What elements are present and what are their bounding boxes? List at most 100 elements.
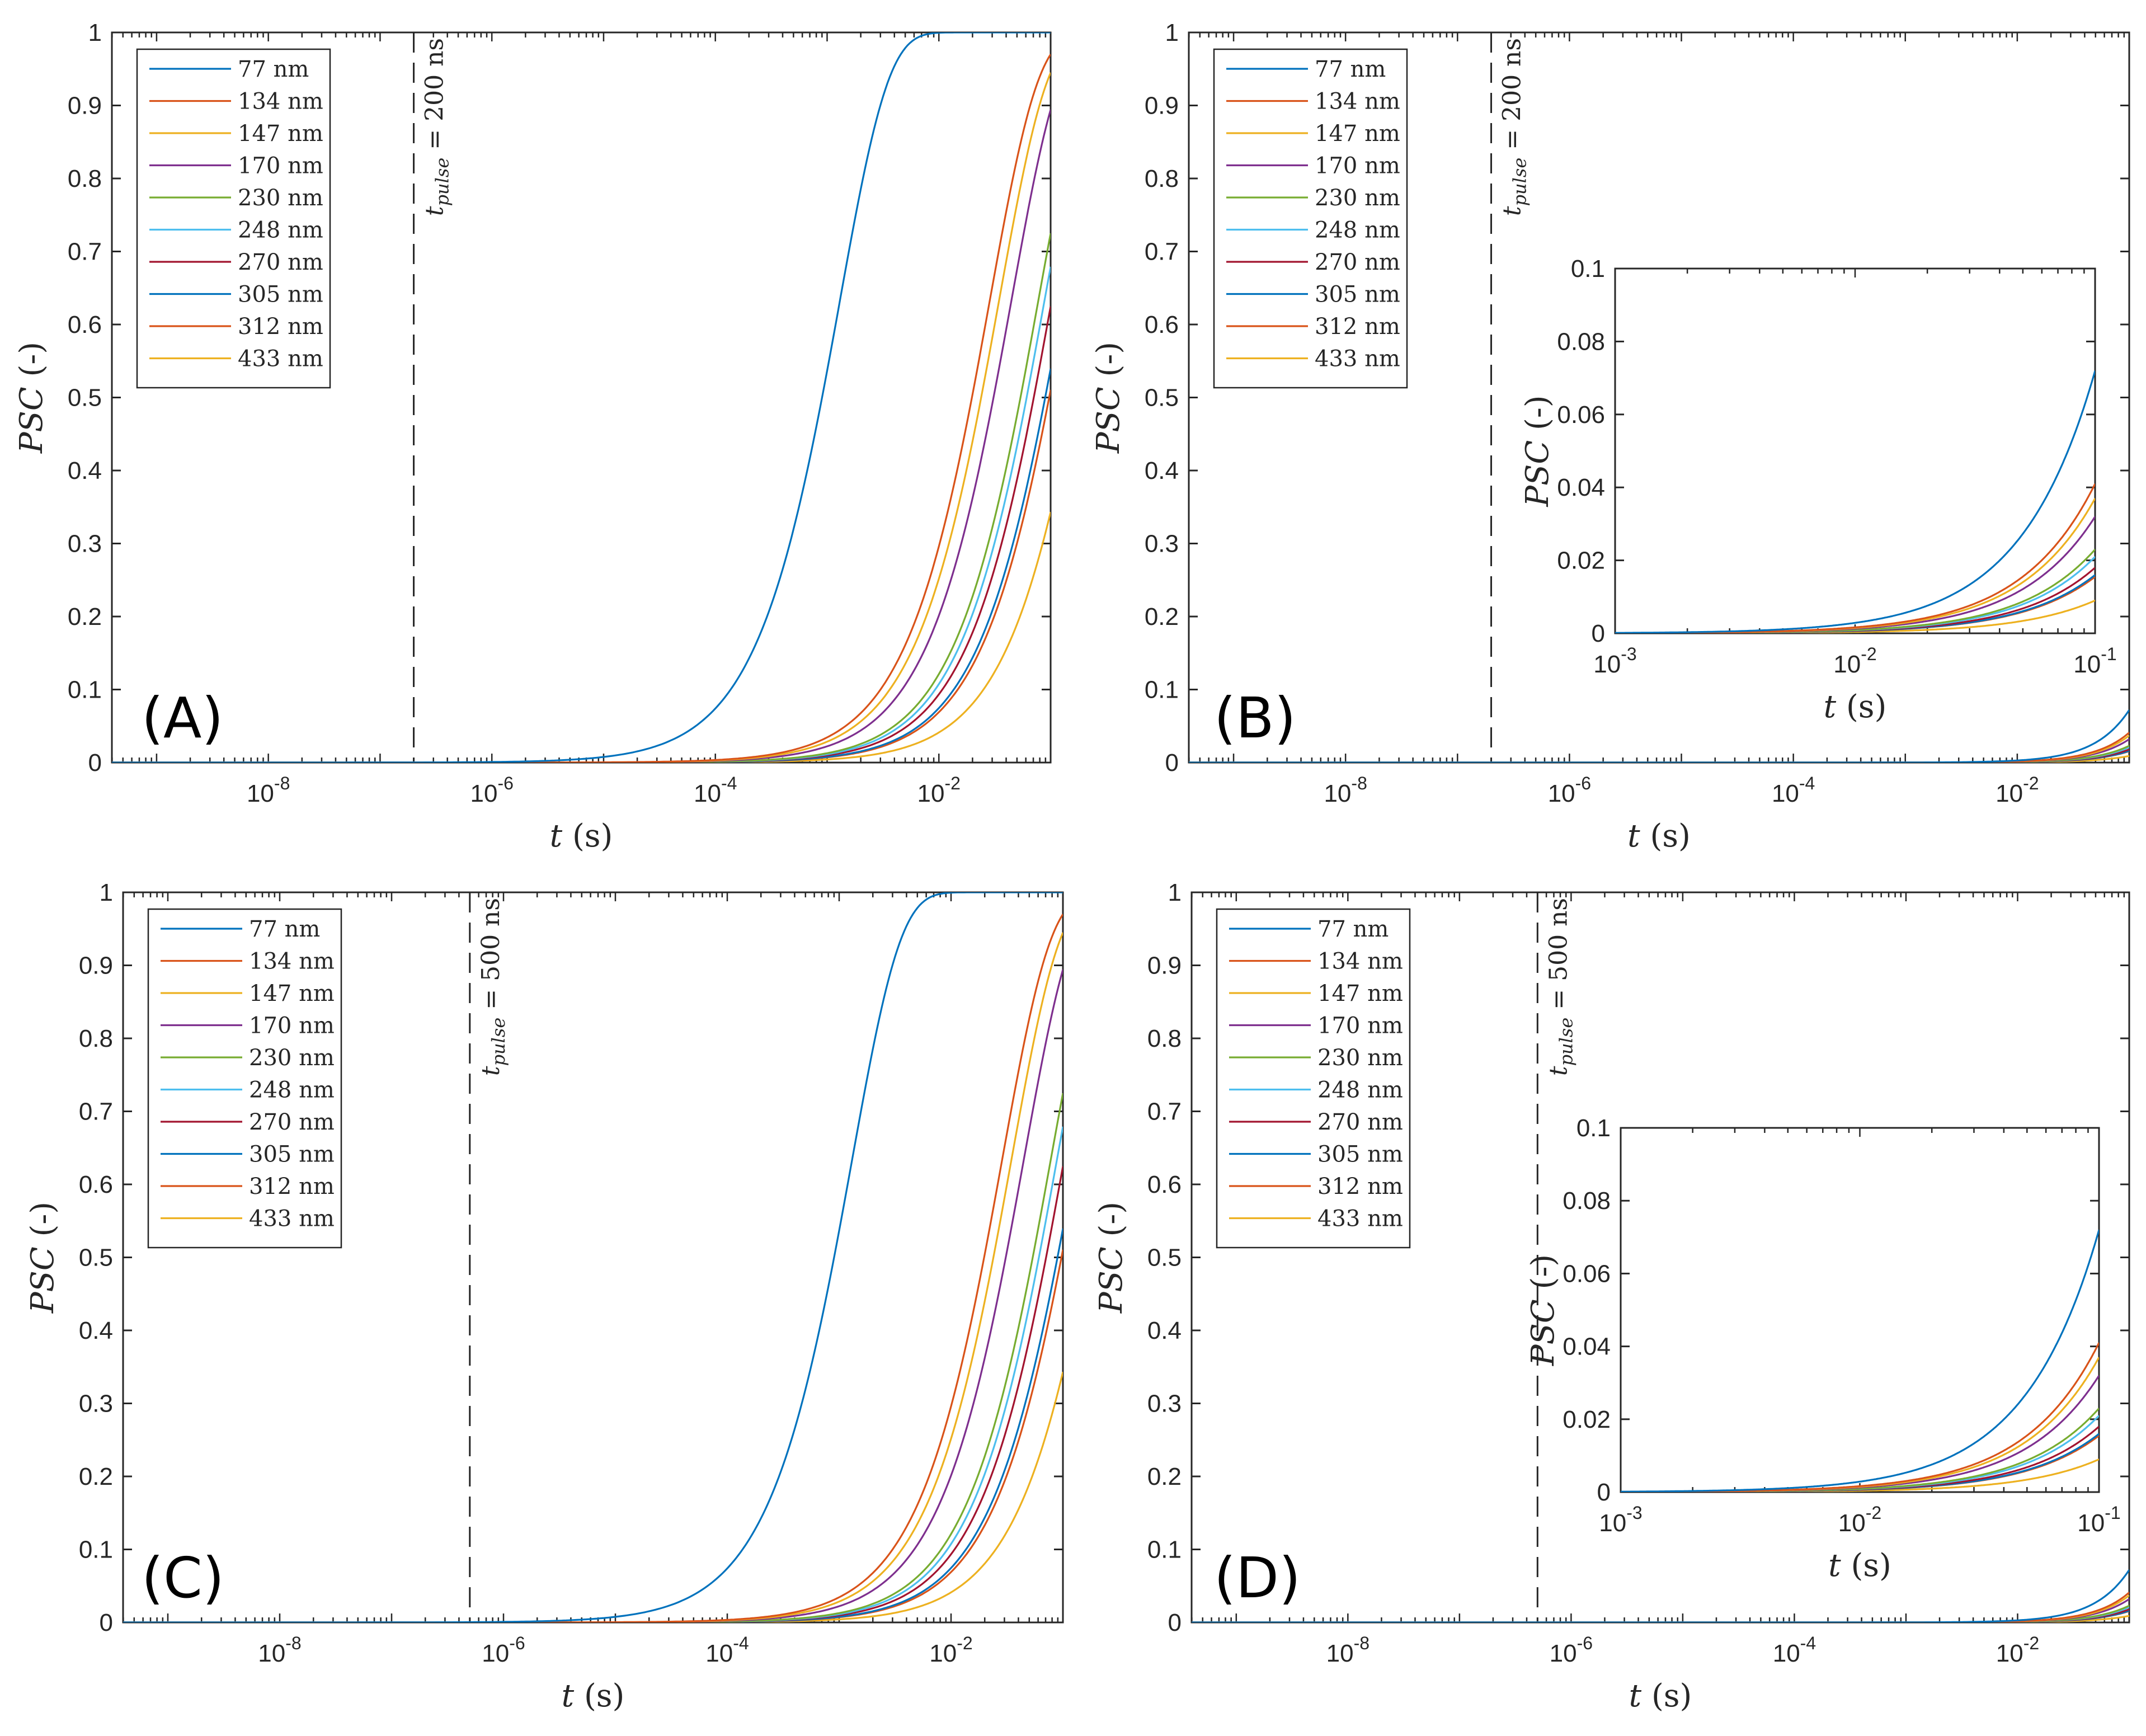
series-group bbox=[112, 32, 1051, 763]
y-tick-label: 0.3 bbox=[1145, 530, 1179, 558]
y-tick-label: 0.4 bbox=[1145, 457, 1179, 484]
legend-label: 230 nm bbox=[1317, 1045, 1403, 1071]
y-tick-label: 0.5 bbox=[1147, 1244, 1182, 1272]
y-tick-label: 0.6 bbox=[68, 311, 102, 338]
y-tick-label: 0.7 bbox=[79, 1098, 113, 1126]
legend-label: 134 nm bbox=[1317, 949, 1403, 975]
y-tick-label: 0.2 bbox=[79, 1463, 113, 1490]
inset-y-tick-label: 0.1 bbox=[1571, 255, 1605, 283]
series-line-77-nm bbox=[112, 32, 1051, 763]
y-tick-label: 0.3 bbox=[79, 1390, 113, 1418]
x-tick-label: 10-6 bbox=[470, 773, 513, 807]
series-line-134-nm bbox=[112, 54, 1051, 763]
legend-label: 270 nm bbox=[1317, 1109, 1403, 1135]
y-tick-label: 0.1 bbox=[1147, 1536, 1182, 1564]
legend-box bbox=[147, 908, 342, 1249]
y-tick-label: 0 bbox=[1165, 749, 1179, 777]
legend-label: 134 nm bbox=[1315, 89, 1400, 115]
legend-box bbox=[1216, 908, 1411, 1249]
x-tick-label: 10-2 bbox=[917, 773, 961, 807]
legend-label: 77 nm bbox=[1315, 57, 1386, 82]
inset-y-tick-label: 0.08 bbox=[1563, 1187, 1611, 1215]
inset-x-tick-label: 10-1 bbox=[2077, 1503, 2120, 1537]
inset-x-tick-label: 10-2 bbox=[1833, 644, 1876, 678]
series-line-134-nm bbox=[123, 914, 1063, 1622]
series-line-433-nm bbox=[112, 511, 1051, 763]
series-line-77-nm bbox=[123, 892, 1063, 1622]
inset-y-tick-label: 0.04 bbox=[1557, 474, 1605, 501]
series-group bbox=[1192, 1569, 2129, 1622]
inset-chart: 0 0.02 0.04 0.06 0.08 0.1 10-3 10-2 10-1 t (s) PSC… bbox=[1519, 255, 2117, 725]
inset-series-line-77-nm bbox=[1621, 1229, 2099, 1492]
legend-label: 248 nm bbox=[1317, 1078, 1403, 1103]
x-tick-label: 10-8 bbox=[1326, 1633, 1370, 1667]
legend-label: 305 nm bbox=[238, 282, 323, 308]
legend-label: 77 nm bbox=[1317, 916, 1389, 942]
x-tick-label: 10-2 bbox=[1996, 1633, 2039, 1667]
legend-label: 134 nm bbox=[249, 949, 335, 975]
inset-x-tick-label: 10-2 bbox=[1838, 1503, 1881, 1537]
legend-label: 433 nm bbox=[238, 346, 323, 372]
x-tick-label: 10-4 bbox=[1773, 1633, 1816, 1667]
series-group bbox=[1189, 709, 2129, 763]
legend-label: 248 nm bbox=[238, 218, 323, 243]
legend-label: 270 nm bbox=[1315, 250, 1400, 275]
inset-x-axis-label: t (s) bbox=[1828, 1547, 1891, 1584]
y-tick-label: 1 bbox=[1165, 19, 1179, 46]
y-tick-label: 0.7 bbox=[1147, 1098, 1182, 1126]
inset-y-tick-label: 0.06 bbox=[1557, 401, 1605, 429]
y-tick-label: 0.2 bbox=[1147, 1463, 1182, 1490]
y-tick-label: 0.7 bbox=[68, 238, 102, 266]
series-group bbox=[123, 892, 1063, 1622]
legend-box bbox=[136, 48, 331, 389]
series-line-77-nm bbox=[1192, 1569, 2129, 1622]
inset-y-tick-label: 0 bbox=[1592, 620, 1605, 647]
inset-series-group bbox=[1615, 370, 2095, 633]
y-tick-label: 0.9 bbox=[79, 952, 113, 980]
pulse-label: tpulse = 200 ns bbox=[421, 38, 453, 216]
legend-label: 305 nm bbox=[1317, 1142, 1403, 1168]
legend-label: 77 nm bbox=[238, 57, 309, 82]
y-axis-label: PSC (-) bbox=[1093, 1202, 1130, 1314]
y-tick-label: 0.6 bbox=[79, 1171, 113, 1198]
y-tick-label: 0.4 bbox=[79, 1317, 113, 1344]
y-tick-label: 0.2 bbox=[1145, 603, 1179, 631]
series-line-433-nm bbox=[123, 1371, 1063, 1622]
legend-label: 248 nm bbox=[249, 1078, 335, 1103]
x-tick-label: 10-8 bbox=[258, 1633, 301, 1667]
legend-label: 147 nm bbox=[1315, 121, 1400, 147]
y-tick-label: 0.5 bbox=[1145, 384, 1179, 412]
y-tick-label: 0.6 bbox=[1145, 311, 1179, 338]
legend-label: 170 nm bbox=[1315, 153, 1400, 179]
x-axis-label: t (s) bbox=[1627, 818, 1691, 854]
x-tick-label: 10-6 bbox=[482, 1633, 525, 1667]
inset-y-tick-label: 0.02 bbox=[1563, 1406, 1611, 1433]
pulse-label: tpulse = 200 ns bbox=[1498, 38, 1531, 216]
legend-label: 77 nm bbox=[249, 916, 320, 942]
y-axis-label: PSC (-) bbox=[13, 342, 50, 454]
inset-series-group bbox=[1621, 1229, 2099, 1492]
inset-y-axis-label: PSC (-) bbox=[1519, 395, 1556, 507]
inset-plot-frame bbox=[1614, 267, 2096, 634]
y-axis-label: PSC (-) bbox=[1090, 342, 1127, 454]
y-tick-label: 0.6 bbox=[1147, 1171, 1182, 1198]
y-tick-label: 0.2 bbox=[68, 603, 102, 631]
legend-label: 312 nm bbox=[238, 314, 323, 340]
legend-label: 433 nm bbox=[1317, 1206, 1403, 1232]
y-tick-label: 0.5 bbox=[68, 384, 102, 412]
pulse-label: tpulse = 500 ns bbox=[477, 898, 509, 1076]
legend-label: 433 nm bbox=[249, 1206, 335, 1232]
inset-plot-frame bbox=[1620, 1127, 2100, 1493]
x-tick-label: 10-2 bbox=[929, 1633, 972, 1667]
inset-y-tick-label: 0.04 bbox=[1563, 1333, 1611, 1361]
inset-x-tick-label: 10-3 bbox=[1599, 1503, 1642, 1537]
legend-label: 230 nm bbox=[1315, 185, 1400, 211]
inset-chart: 0 0.02 0.04 0.06 0.08 0.1 10-3 10-2 10-1 t (s) PSC… bbox=[1525, 1114, 2121, 1584]
panel-letter: (D) bbox=[1214, 1545, 1301, 1611]
legend-label: 170 nm bbox=[1317, 1013, 1403, 1039]
panel-c: 0 0.1 0.2 0.3 0.4 0.5 0.6 0.7 0.8 0.9 1 10-8 10-6 10-… bbox=[25, 879, 1064, 1714]
x-tick-label: 10-4 bbox=[1772, 773, 1815, 807]
y-tick-label: 0.1 bbox=[1145, 676, 1179, 704]
inset-y-tick-label: 0.08 bbox=[1557, 328, 1605, 355]
y-tick-label: 0.8 bbox=[79, 1025, 113, 1052]
